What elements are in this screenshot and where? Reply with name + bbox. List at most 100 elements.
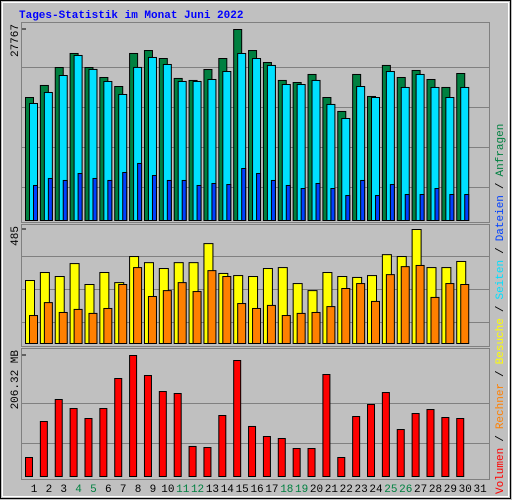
bar [92,177,98,221]
bar [181,179,187,221]
x-tick-label: 24 [369,484,383,496]
x-tick-label: 11 [176,484,190,496]
legend-separator: / [495,182,507,189]
bar [173,393,182,477]
bar [69,408,78,478]
legend-separator: / [495,370,507,377]
chart-title: Tages-Statistik im Monat Juni 2022 [19,10,243,22]
bar [241,167,247,222]
bar [43,302,53,345]
bar [281,315,291,345]
bar [39,420,48,478]
bar [381,392,390,477]
bar [460,284,470,345]
x-tick-label: 17 [265,484,278,496]
bar [103,307,113,345]
bar [129,355,138,477]
x-tick-label: 19 [295,484,308,496]
bar [62,179,68,221]
bar [122,171,128,221]
legend-entry: Rechner [495,383,507,429]
x-tick-label: 6 [105,484,112,496]
bar [207,270,217,345]
bar [107,179,113,221]
legend: Volumen / Rechner / Besuche / Seiten / Dateien / A… [495,124,507,494]
bar [58,311,68,345]
bar [88,312,98,344]
x-tick-label: 16 [250,484,263,496]
x-tick-label: 18 [280,484,293,496]
bar [315,182,321,222]
x-tick-label: 30 [459,484,472,496]
bar [158,391,167,477]
bar [47,177,53,221]
legend-separator: / [495,435,507,442]
bar [54,398,63,477]
bar [285,184,291,222]
x-tick-label: 2 [46,484,53,496]
bar [118,284,128,345]
bar [292,448,301,477]
legend-entry: Dateien [495,195,507,241]
x-tick-label: 7 [120,484,127,496]
bar [367,403,376,478]
bar [211,182,217,222]
bar [426,409,435,477]
bar [322,374,331,477]
legend-separator: / [495,247,507,254]
bar [262,436,271,477]
bar [356,283,366,345]
bar [25,456,33,477]
bar [430,296,440,345]
legend-entry: Anfragen [495,124,507,177]
x-tick-label: 29 [444,484,457,496]
bar [396,429,405,478]
bar [300,188,306,222]
x-tick-label: 3 [60,484,67,496]
bar [411,413,420,477]
bar [133,267,143,344]
x-tick-label: 13 [206,484,219,496]
y-tick-label: 206.32 MB [10,350,22,410]
bar [389,184,395,222]
bar [252,307,262,345]
x-tick-label: 21 [325,484,339,496]
x-tick-label: 26 [399,484,412,496]
bar [337,456,346,477]
x-tick-label: 4 [75,484,82,496]
bar [188,445,197,478]
bar [99,408,108,478]
x-tick-label: 20 [310,484,323,496]
bar [143,375,152,478]
bar [360,179,366,221]
x-tick-label: 1 [31,484,38,496]
x-tick-label: 22 [340,484,353,496]
bar [177,282,187,344]
x-tick-label: 8 [135,484,142,496]
bar [166,179,172,221]
bar [434,188,440,222]
legend-entry: Besuche [495,318,507,364]
bar [33,184,38,222]
bar [192,291,202,345]
x-tick-label: 12 [191,484,204,496]
bar [464,193,470,221]
bar [404,193,410,221]
legend-entry: Seiten [495,260,507,300]
bar [77,173,83,221]
bar [162,290,172,344]
bar [371,300,381,345]
x-tick-label: 28 [429,484,442,496]
bar [277,437,286,477]
bar [270,179,276,221]
bar [114,378,123,477]
bar [449,193,455,221]
bar [341,287,351,344]
bar [233,359,242,477]
x-tick-label: 23 [355,484,368,496]
x-tick-label: 9 [150,484,157,496]
bar [151,175,157,221]
bar [248,425,257,477]
